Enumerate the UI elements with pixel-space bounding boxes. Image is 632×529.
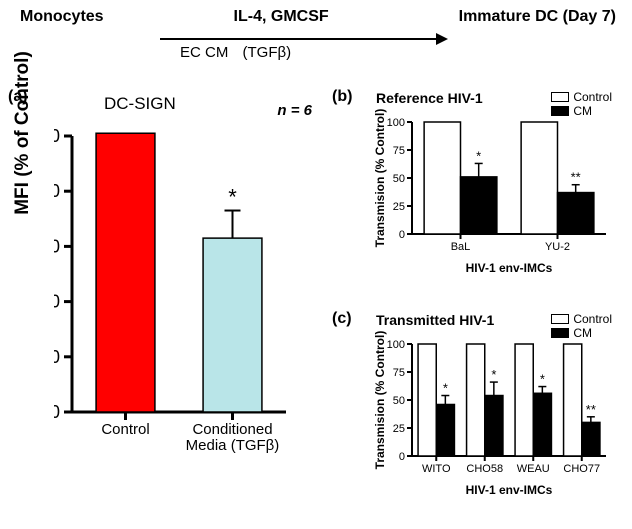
chart-b-title: Reference HIV-1 <box>376 90 483 106</box>
svg-text:*: * <box>228 185 237 210</box>
svg-text:WEAU: WEAU <box>517 463 550 475</box>
header-mid-bottom-b: (TGFβ) <box>243 44 292 61</box>
svg-text:75: 75 <box>393 367 405 379</box>
svg-text:50: 50 <box>393 173 405 185</box>
panel-letter-b: (b) <box>332 88 352 106</box>
svg-text:20: 20 <box>54 347 60 367</box>
svg-text:*: * <box>540 372 545 387</box>
svg-text:**: ** <box>571 170 581 185</box>
svg-text:50: 50 <box>393 395 405 407</box>
svg-text:YU-2: YU-2 <box>545 241 570 253</box>
chart-a-n: n = 6 <box>277 102 312 119</box>
svg-text:75: 75 <box>393 145 405 157</box>
svg-text:25: 25 <box>393 201 405 213</box>
svg-text:Media (TGFβ): Media (TGFβ) <box>186 437 280 454</box>
svg-text:60: 60 <box>54 236 60 256</box>
svg-text:0: 0 <box>399 451 405 463</box>
header-arrow-line <box>160 38 440 40</box>
chart-c-svg: 0 25 50 75 100Transmision (% Control) HIV-1 e… <box>372 326 612 496</box>
svg-text:100: 100 <box>387 339 405 351</box>
header-mid-top: IL-4, GMCSF <box>122 8 441 26</box>
svg-text:*: * <box>491 367 496 382</box>
chart-a-svg: 0 20 40 60 80 100 Control * ConditionedMedia (TG… <box>54 108 294 468</box>
svg-text:HIV-1 env-IMCs: HIV-1 env-IMCs <box>466 483 553 496</box>
legend-label-cm: CM <box>573 104 592 118</box>
chart-c-title: Transmitted HIV-1 <box>376 312 494 328</box>
svg-text:80: 80 <box>54 181 60 201</box>
legend-swatch-cm <box>551 328 569 338</box>
chart-c: Transmitted HIV-1 Control CM 0255075100T… <box>372 326 612 496</box>
svg-text:*: * <box>443 381 448 396</box>
svg-text:0: 0 <box>54 402 60 422</box>
svg-text:CHO58: CHO58 <box>466 463 503 475</box>
chart-a: DC-SIGN n = 6 020406080100Control*Condit… <box>54 108 294 468</box>
header-diagram: Monocytes IL-4, GMCSF Immature DC (Day 7… <box>20 8 616 56</box>
legend-c-label-cm: CM <box>573 326 592 340</box>
svg-text:BaL: BaL <box>451 241 471 253</box>
svg-text:Transmision (% Control): Transmision (% Control) <box>373 331 387 470</box>
panel-letter-c: (c) <box>332 310 352 328</box>
legend-swatch-control <box>551 314 569 324</box>
header-arrow-head <box>436 33 448 45</box>
header-mid-bottom-a: EC CM <box>180 44 228 61</box>
legend-label-control: Control <box>573 90 612 104</box>
header-right: Immature DC (Day 7) <box>459 8 616 26</box>
svg-text:**: ** <box>586 402 596 417</box>
svg-text:CHO77: CHO77 <box>563 463 600 475</box>
legend-c-label-control: Control <box>573 312 612 326</box>
legend-swatch-control <box>551 92 569 102</box>
chart-a-ylabel: MFI (% of Control) <box>12 0 34 288</box>
svg-text:WITO: WITO <box>422 463 451 475</box>
chart-c-legend: Control CM <box>551 312 612 340</box>
svg-text:25: 25 <box>393 423 405 435</box>
svg-text:*: * <box>476 148 481 163</box>
svg-text:Conditioned: Conditioned <box>192 421 272 438</box>
svg-text:0: 0 <box>399 229 405 241</box>
svg-text:Transmision (% Control): Transmision (% Control) <box>373 109 387 248</box>
svg-text:40: 40 <box>54 292 60 312</box>
chart-b: Reference HIV-1 Control CM 0255075100Tra… <box>372 104 612 274</box>
svg-text:100: 100 <box>54 126 60 146</box>
svg-text:100: 100 <box>387 117 405 129</box>
chart-a-title: DC-SIGN <box>104 94 176 114</box>
svg-text:HIV-1 env-IMCs: HIV-1 env-IMCs <box>466 261 553 274</box>
chart-b-svg: 0 25 50 75 100Transmision (% Control) HIV-1 e… <box>372 104 612 274</box>
chart-b-legend: Control CM <box>551 90 612 118</box>
legend-swatch-cm <box>551 106 569 116</box>
svg-text:Control: Control <box>101 421 149 438</box>
